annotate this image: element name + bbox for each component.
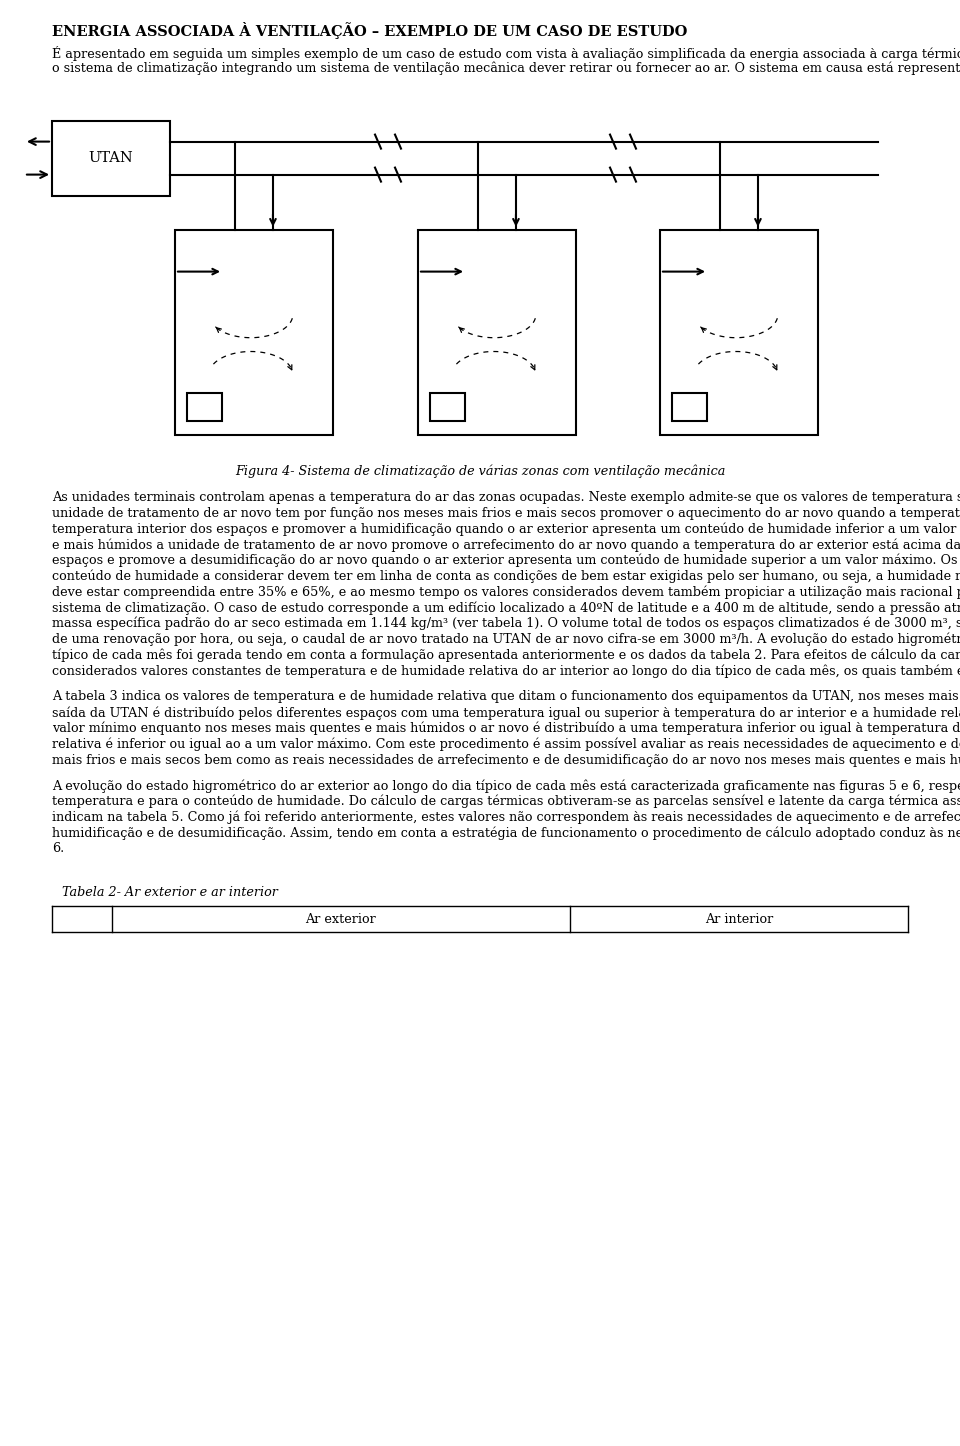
Text: Ar interior: Ar interior	[705, 912, 773, 925]
Text: temperatura interior dos espaços e promover a humidificação quando o ar exterior: temperatura interior dos espaços e promo…	[52, 522, 960, 535]
Text: mais frios e mais secos bem como as reais necessidades de arrefecimento e de des: mais frios e mais secos bem como as reai…	[52, 753, 960, 766]
Text: É apresentado em seguida um simples exemplo de um caso de estudo com vista à ava: É apresentado em seguida um simples exem…	[52, 46, 960, 61]
Bar	[430, 393, 465, 421]
Text: considerados valores constantes de temperatura e de humidade relativa do ar inte: considerados valores constantes de tempe…	[52, 664, 960, 678]
Bar	[187, 393, 222, 421]
Text: o sistema de climatização integrando um sistema de ventilação mecânica dever ret: o sistema de climatização integrando um …	[52, 62, 960, 75]
Text: espaços e promove a desumidificação do ar novo quando o ar exterior apresenta um: espaços e promove a desumidificação do a…	[52, 554, 960, 567]
Text: unidade de tratamento de ar novo tem por função nos meses mais frios e mais seco: unidade de tratamento de ar novo tem por…	[52, 506, 960, 521]
Bar	[418, 230, 576, 435]
Text: 6.: 6.	[52, 843, 64, 856]
Text: Figura 4- Sistema de climatização de várias zonas com ventilação mecânica: Figura 4- Sistema de climatização de vár…	[235, 464, 725, 479]
Text: Tabela 2- Ar exterior e ar interior: Tabela 2- Ar exterior e ar interior	[62, 886, 277, 899]
Text: sistema de climatização. O caso de estudo corresponde a um edifício localizado a: sistema de climatização. O caso de estud…	[52, 602, 960, 615]
Bar	[52, 120, 170, 195]
Text: As unidades terminais controlam apenas a temperatura do ar das zonas ocupadas. N: As unidades terminais controlam apenas a…	[52, 490, 960, 503]
Text: relativa é inferior ou igual ao a um valor máximo. Com este procedimento é assim: relativa é inferior ou igual ao a um val…	[52, 737, 960, 750]
Text: humidificação e de desumidificação. Assim, tendo em conta a estratégia de funcio: humidificação e de desumidificação. Assi…	[52, 827, 960, 840]
Bar	[660, 230, 818, 435]
Text: Ar exterior: Ar exterior	[305, 912, 376, 925]
Text: e mais húmidos a unidade de tratamento de ar novo promove o arrefecimento do ar : e mais húmidos a unidade de tratamento d…	[52, 538, 960, 551]
Text: deve estar compreendida entre 35% e 65%, e ao mesmo tempo os valores considerado: deve estar compreendida entre 35% e 65%,…	[52, 586, 960, 599]
Text: A tabela 3 indica os valores de temperatura e de humidade relativa que ditam o f: A tabela 3 indica os valores de temperat…	[52, 690, 960, 703]
Bar	[175, 230, 333, 435]
Text: massa específica padrão do ar seco estimada em 1.144 kg/m³ (ver tabela 1). O vol: massa específica padrão do ar seco estim…	[52, 617, 960, 630]
Text: ENERGIA ASSOCIADA À VENTILAÇÃO – EXEMPLO DE UM CASO DE ESTUDO: ENERGIA ASSOCIADA À VENTILAÇÃO – EXEMPLO…	[52, 22, 687, 39]
Text: conteúdo de humidade a considerar devem ter em linha de conta as condições de be: conteúdo de humidade a considerar devem …	[52, 570, 960, 583]
Text: de uma renovação por hora, ou seja, o caudal de ar novo tratado na UTAN de ar no: de uma renovação por hora, ou seja, o ca…	[52, 633, 960, 646]
Text: saída da UTAN é distribuído pelos diferentes espaços com uma temperatura igual o: saída da UTAN é distribuído pelos difere…	[52, 706, 960, 720]
Text: indicam na tabela 5. Como já foi referido anteriormente, estes valores não corre: indicam na tabela 5. Como já foi referid…	[52, 811, 960, 824]
Text: valor mínimo enquanto nos meses mais quentes e mais húmidos o ar novo é distribu: valor mínimo enquanto nos meses mais que…	[52, 722, 960, 736]
Text: típico de cada mês foi gerada tendo em conta a formulação apresentada anteriorme: típico de cada mês foi gerada tendo em c…	[52, 649, 960, 662]
Bar	[672, 393, 707, 421]
Text: UTAN: UTAN	[88, 150, 133, 165]
Text: A evolução do estado higrométrico do ar exterior ao longo do dia típico de cada : A evolução do estado higrométrico do ar …	[52, 779, 960, 792]
Text: temperatura e para o conteúdo de humidade. Do cálculo de cargas térmicas obtiver: temperatura e para o conteúdo de humidad…	[52, 795, 960, 808]
